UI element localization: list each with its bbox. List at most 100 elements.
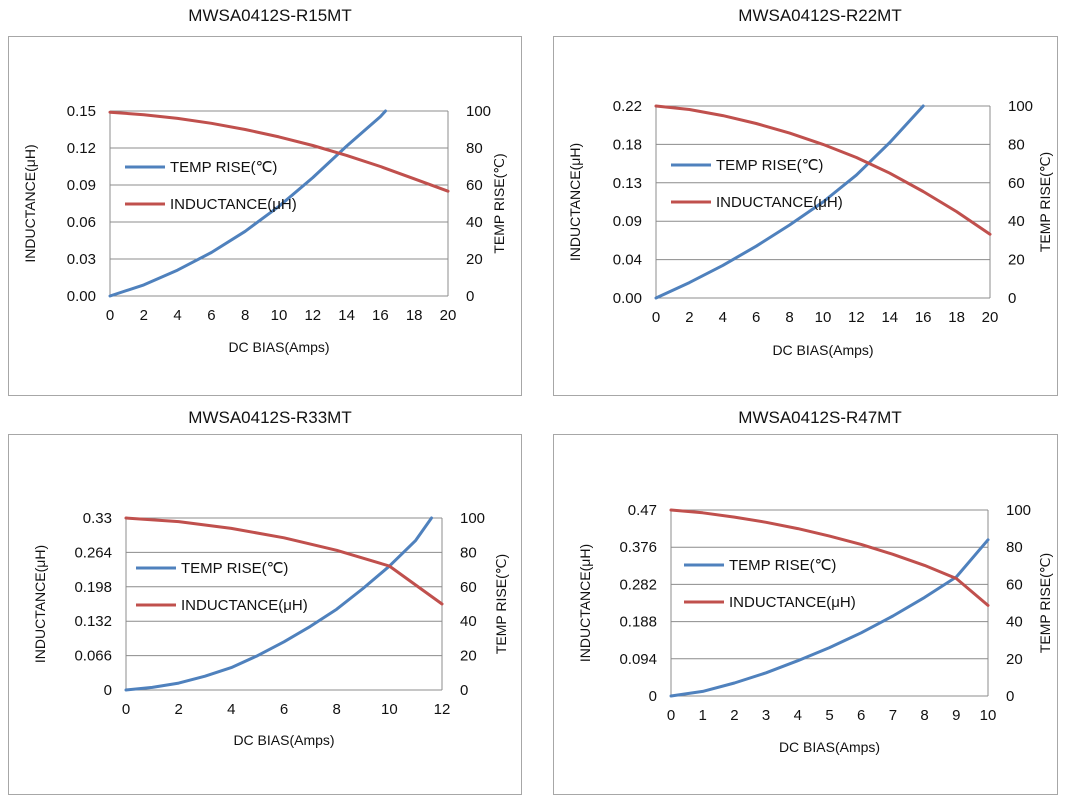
- temp-rise-line: [654, 104, 925, 300]
- y2-tick-label: 80: [460, 544, 477, 561]
- y-tick-label: 0.03: [67, 251, 96, 268]
- x-tick-label: 4: [794, 707, 802, 724]
- x-tick-label: 4: [173, 307, 181, 324]
- inductance-line: [669, 508, 990, 607]
- y2-tick-label: 100: [1008, 98, 1033, 115]
- x-tick-label: 10: [980, 707, 997, 724]
- y-tick-label: 0: [104, 682, 112, 699]
- x-tick-label: 16: [372, 307, 389, 324]
- y-tick-label: 0.188: [619, 614, 657, 631]
- x-tick-label: 18: [406, 307, 423, 324]
- y2-tick-label: 60: [1008, 175, 1025, 192]
- y2-tick-label: 20: [1006, 651, 1023, 668]
- x-tick-label: 6: [857, 707, 865, 724]
- x-tick-label: 12: [304, 307, 321, 324]
- legend-label: INDUCTANCE(μH): [716, 194, 843, 211]
- chart-panel-r33: [8, 434, 522, 795]
- y-tick-label: 0.00: [67, 288, 96, 305]
- temp-rise-line: [108, 109, 387, 298]
- y-tick-label: 0.15: [67, 103, 96, 120]
- y-tick-label: 0.094: [619, 651, 657, 668]
- y2-tick-label: 60: [466, 177, 483, 194]
- y2-tick-label: 0: [460, 682, 468, 699]
- legend-label: TEMP RISE(℃): [729, 557, 836, 574]
- y2-tick-label: 20: [460, 648, 477, 665]
- y-axis-label: INDUCTANCE(μH): [32, 545, 48, 663]
- y-tick-label: 0.09: [613, 213, 642, 230]
- y2-tick-label: 40: [1008, 213, 1025, 230]
- x-tick-label: 16: [915, 309, 932, 326]
- y2-tick-label: 40: [466, 214, 483, 231]
- chart-title-r15: MWSA0412S-R15MT: [188, 6, 352, 25]
- y2-tick-label: 20: [466, 251, 483, 268]
- x-tick-label: 2: [174, 701, 182, 718]
- y2-tick-label: 0: [1006, 688, 1014, 705]
- y2-tick-label: 40: [460, 613, 477, 630]
- y-tick-label: 0.33: [83, 510, 112, 527]
- legend-label: TEMP RISE(℃): [716, 157, 823, 174]
- x-tick-label: 8: [241, 307, 249, 324]
- y2-tick-label: 80: [1008, 136, 1025, 153]
- x-axis-label: DC BIAS(Amps): [233, 732, 334, 748]
- y2-tick-label: 100: [466, 103, 491, 120]
- y-tick-label: 0.13: [613, 175, 642, 192]
- y-tick-label: 0.264: [74, 544, 112, 561]
- x-tick-label: 8: [332, 701, 340, 718]
- y-tick-label: 0: [649, 688, 657, 705]
- x-axis-label: DC BIAS(Amps): [779, 739, 880, 755]
- y-tick-label: 0.04: [613, 252, 642, 269]
- x-tick-label: 8: [785, 309, 793, 326]
- y2-axis-label: TEMP RISE(℃): [1037, 553, 1053, 653]
- y-axis-label: INDUCTANCE(μH): [577, 544, 593, 662]
- x-tick-label: 6: [207, 307, 215, 324]
- y-tick-label: 0.376: [619, 539, 657, 556]
- y-tick-label: 0.22: [613, 98, 642, 115]
- y2-axis-label: TEMP RISE(℃): [1037, 152, 1053, 252]
- x-tick-label: 14: [881, 309, 898, 326]
- x-tick-label: 7: [889, 707, 897, 724]
- x-tick-label: 14: [338, 307, 355, 324]
- x-tick-label: 10: [381, 701, 398, 718]
- inductance-line: [124, 516, 444, 606]
- x-tick-label: 10: [815, 309, 832, 326]
- y2-tick-label: 60: [1006, 576, 1023, 593]
- y-tick-label: 0.00: [613, 290, 642, 307]
- y-tick-label: 0.06: [67, 214, 96, 231]
- y2-axis-label: TEMP RISE(℃): [493, 554, 509, 654]
- x-tick-label: 12: [848, 309, 865, 326]
- x-tick-label: 0: [106, 307, 114, 324]
- chart-title-r22: MWSA0412S-R22MT: [738, 6, 902, 25]
- x-tick-label: 6: [752, 309, 760, 326]
- x-tick-label: 18: [948, 309, 965, 326]
- x-tick-label: 5: [825, 707, 833, 724]
- x-tick-label: 8: [920, 707, 928, 724]
- x-tick-label: 2: [685, 309, 693, 326]
- x-tick-label: 4: [719, 309, 727, 326]
- inductance-line: [654, 104, 992, 236]
- x-tick-label: 10: [271, 307, 288, 324]
- chart-title-r33: MWSA0412S-R33MT: [188, 408, 352, 427]
- x-tick-label: 2: [730, 707, 738, 724]
- x-tick-label: 0: [667, 707, 675, 724]
- y2-tick-label: 100: [1006, 502, 1031, 519]
- x-tick-label: 0: [122, 701, 130, 718]
- x-axis-label: DC BIAS(Amps): [228, 339, 329, 355]
- legend-label: INDUCTANCE(μH): [170, 196, 297, 213]
- x-tick-label: 9: [952, 707, 960, 724]
- y2-tick-label: 40: [1006, 614, 1023, 631]
- y2-tick-label: 100: [460, 510, 485, 527]
- y-tick-label: 0.09: [67, 177, 96, 194]
- chart-panel-r47: [553, 434, 1058, 795]
- y2-tick-label: 60: [460, 579, 477, 596]
- y-tick-label: 0.18: [613, 136, 642, 153]
- y-tick-label: 0.132: [74, 613, 112, 630]
- y2-tick-label: 0: [466, 288, 474, 305]
- legend-label: TEMP RISE(℃): [181, 560, 288, 577]
- y2-tick-label: 80: [1006, 539, 1023, 556]
- inductance-line: [108, 110, 450, 193]
- x-tick-label: 12: [434, 701, 451, 718]
